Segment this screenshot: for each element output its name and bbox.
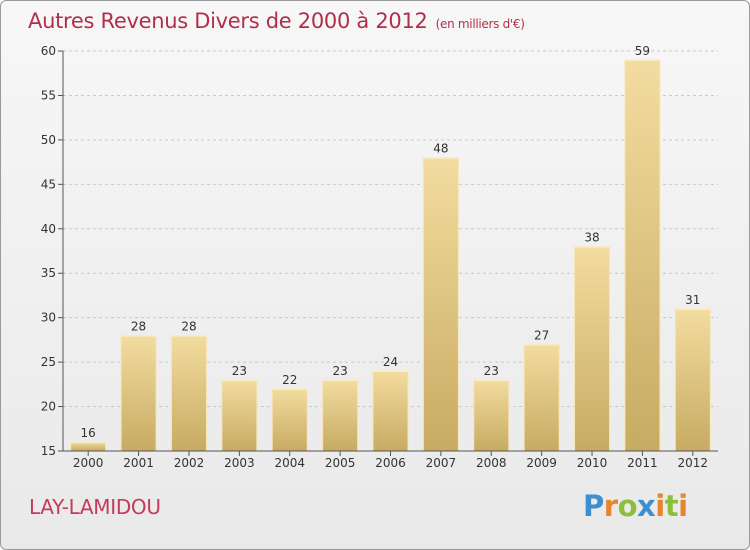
logo-letter: i <box>655 489 665 523</box>
bar <box>473 379 510 452</box>
chart-title-text: Autres Revenus Divers de 2000 à 2012 <box>28 9 428 33</box>
x-tick-label: 2005 <box>325 456 356 470</box>
data-label: 23 <box>232 364 247 378</box>
bar <box>322 379 359 452</box>
bar <box>574 246 611 452</box>
x-tick-label: 2009 <box>526 456 557 470</box>
data-label: 22 <box>282 373 297 387</box>
data-label: 59 <box>635 44 650 58</box>
x-tick-label: 2003 <box>224 456 255 470</box>
x-tick-label: 2004 <box>274 456 305 470</box>
logo-letter: P <box>583 489 604 523</box>
y-tick-label: 15 <box>41 444 56 458</box>
bar <box>674 308 711 452</box>
bar <box>70 441 107 452</box>
data-label: 48 <box>433 142 448 156</box>
bar <box>422 157 459 452</box>
x-tick-label: 2012 <box>678 456 709 470</box>
x-tick-label: 2007 <box>426 456 457 470</box>
chart-subtitle: (en milliers d'€) <box>435 17 525 31</box>
proxiti-logo: Proxiti <box>583 489 688 523</box>
data-label: 28 <box>181 319 196 333</box>
y-tick-label: 30 <box>41 311 56 325</box>
x-tick-label: 2011 <box>627 456 658 470</box>
x-tick-label: 2008 <box>476 456 507 470</box>
bar <box>523 343 560 452</box>
x-tick-label: 2002 <box>174 456 205 470</box>
data-label: 27 <box>534 328 549 342</box>
data-label: 23 <box>484 364 499 378</box>
bar <box>624 59 661 452</box>
y-tick-label: 60 <box>41 44 56 58</box>
bar <box>271 388 308 452</box>
y-tick-label: 50 <box>41 133 56 147</box>
x-tick-label: 2001 <box>123 456 154 470</box>
data-label: 31 <box>685 293 700 307</box>
y-tick-label: 45 <box>41 177 56 191</box>
y-tick-label: 55 <box>41 88 56 102</box>
bar <box>120 334 157 452</box>
y-tick-label: 35 <box>41 266 56 280</box>
bar <box>372 370 409 452</box>
logo-letter: o <box>617 489 638 523</box>
data-label: 28 <box>131 319 146 333</box>
place-name: LAY-LAMIDOU <box>29 495 161 519</box>
y-tick-label: 25 <box>41 355 56 369</box>
y-tick-label: 20 <box>41 400 56 414</box>
logo-letter: i <box>678 489 688 523</box>
data-label: 23 <box>332 364 347 378</box>
logo-letter: x <box>637 489 656 523</box>
logo-letter: r <box>603 489 618 523</box>
data-label: 16 <box>81 426 96 440</box>
data-label: 24 <box>383 355 398 369</box>
y-tick-label: 40 <box>41 222 56 236</box>
x-tick-label: 2006 <box>375 456 406 470</box>
bar <box>221 379 258 452</box>
data-label: 38 <box>584 231 599 245</box>
x-tick-label: 2000 <box>73 456 104 470</box>
bar <box>170 334 207 452</box>
x-tick-label: 2010 <box>577 456 608 470</box>
logo-letter: t <box>664 489 679 523</box>
chart-title: Autres Revenus Divers de 2000 à 2012 (en … <box>28 9 525 33</box>
